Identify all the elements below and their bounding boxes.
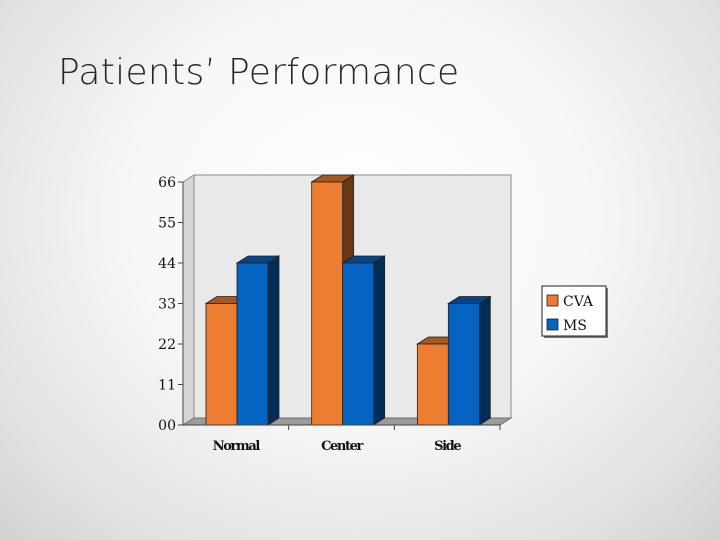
plot-side-wall [182,174,195,426]
legend-swatch [546,318,559,331]
y-tick-label: 22 [158,337,176,353]
y-tick-label: 66 [158,175,176,191]
y-tick-label: 11 [158,378,176,394]
y-tick-label: 44 [158,256,176,272]
x-category-label: Normal [213,439,261,454]
x-category-label: Center [321,439,363,454]
bar-ms-normal [235,255,281,426]
y-tick-label: 55 [158,216,176,232]
bar-ms-center [341,255,387,426]
slide-title: Patients’ Performance [58,52,460,93]
y-tick-label: 00 [158,418,176,434]
bar-ms-side [446,295,492,426]
legend-label: MS [563,318,587,334]
legend-swatch [546,294,559,307]
legend-label: CVA [563,294,594,310]
x-category-label: Side [434,439,461,454]
y-tick-label: 33 [158,297,176,313]
